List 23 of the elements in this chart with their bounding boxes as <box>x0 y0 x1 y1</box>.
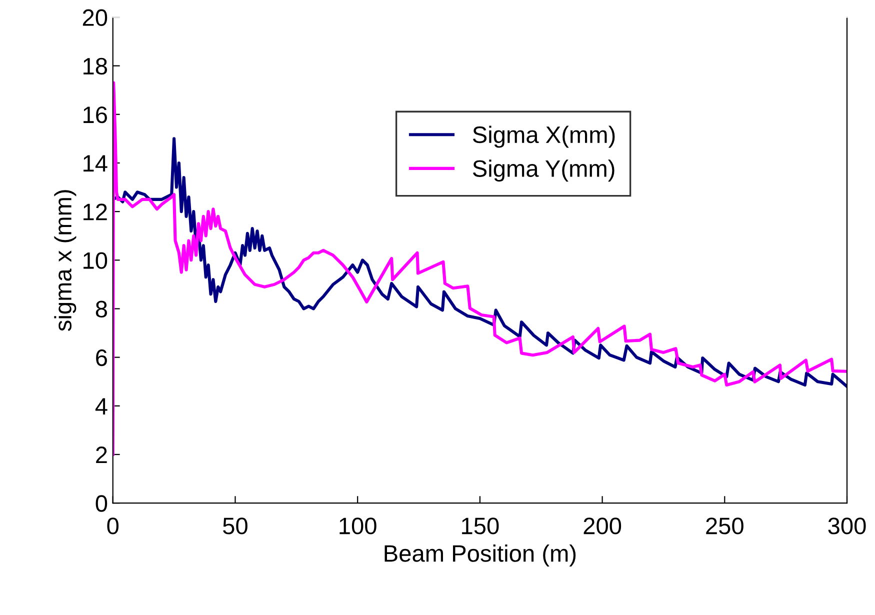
x-tick-label: 0 <box>107 518 119 534</box>
x-axis-title: Beam Position (m) <box>384 544 576 567</box>
y-tick-label: 2 <box>96 446 107 464</box>
y-axis-title: sigma x (mm) <box>54 190 76 331</box>
y-tick-label: 10 <box>84 252 108 269</box>
x-tick-label: 150 <box>462 518 499 534</box>
x-tick-label: 300 <box>828 518 866 534</box>
line-series <box>112 81 847 456</box>
y-tick-label: 8 <box>96 300 107 318</box>
y-tick-label: 16 <box>84 106 107 124</box>
y-tick-label: 4 <box>95 398 108 414</box>
legend-label: Sigma X(mm) <box>472 126 615 148</box>
y-tick-label: 6 <box>96 349 107 366</box>
y-tick-label: 20 <box>82 9 108 26</box>
legend-label: Sigma Y(mm) <box>472 160 614 182</box>
y-tick-label: 0 <box>96 495 108 512</box>
y-tick-label: 14 <box>84 155 108 172</box>
y-tick-label: 18 <box>84 58 107 75</box>
x-tick-label: 200 <box>584 518 622 534</box>
x-tick-label: 100 <box>340 518 376 534</box>
x-tick-label: 250 <box>706 518 744 534</box>
y-tick-label: 12 <box>84 204 107 220</box>
x-tick-label: 50 <box>223 518 248 534</box>
